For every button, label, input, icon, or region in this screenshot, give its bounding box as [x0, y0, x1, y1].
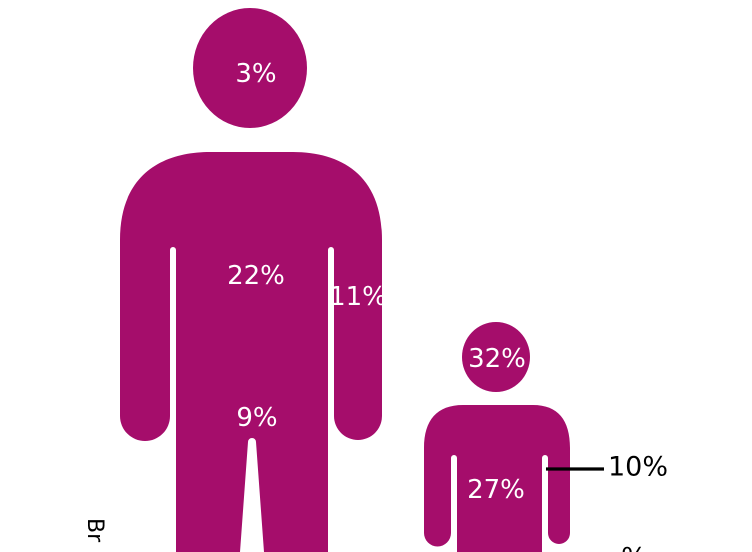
child-cutoff-label: % — [621, 543, 647, 552]
child-head-label: 32% — [468, 344, 526, 374]
adult-torso-label: 22% — [227, 261, 285, 291]
adult-head-label: 3% — [235, 59, 276, 89]
child-arm-label: 10% — [608, 452, 668, 483]
adult-groin-label: 9% — [236, 403, 277, 433]
child-torso-label: 27% — [467, 475, 525, 505]
adult-body-shape — [120, 152, 382, 552]
adult-arm-label: 11% — [329, 282, 387, 312]
vertical-side-text: Br — [82, 518, 107, 543]
child-body-shape — [424, 405, 570, 552]
child-head-shape — [462, 322, 530, 392]
adult-head-shape — [193, 8, 307, 128]
